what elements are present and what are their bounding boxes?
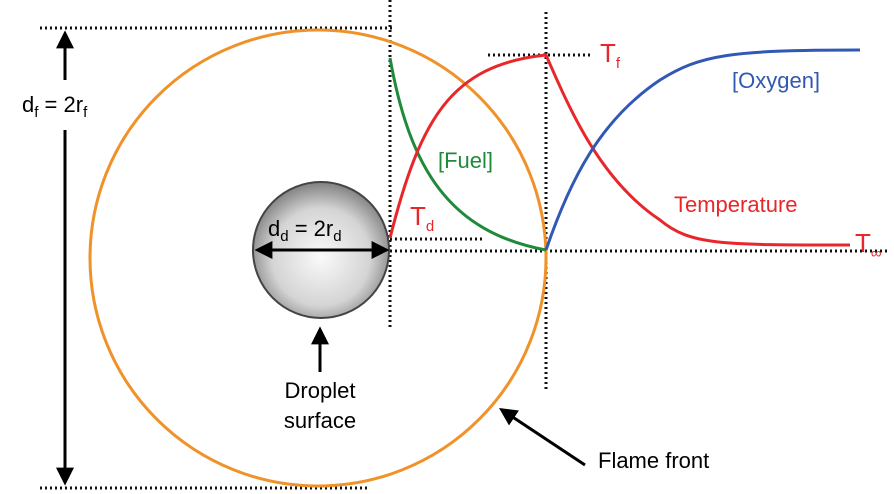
label-part: = 2r	[38, 92, 83, 117]
temperature-label: Temperature	[674, 192, 798, 217]
droplet-diameter-label: dd = 2rd	[268, 216, 342, 245]
droplet-temperature-label: Td	[410, 201, 434, 235]
label-sub: d	[333, 228, 341, 245]
ambient-temperature-label: T∞	[855, 228, 882, 262]
label-sub: f	[83, 104, 88, 121]
fuel-label: [Fuel]	[438, 148, 493, 173]
label-sub: d	[280, 228, 288, 245]
flame-front-label: Flame front	[598, 448, 709, 473]
diagram: df = 2rf dd = 2rd Tf Td T∞ [Oxygen] [Fue…	[0, 0, 894, 494]
arrow	[502, 410, 585, 465]
droplet-surface-label: Droplet	[285, 378, 356, 403]
label-part: d	[268, 216, 280, 241]
label-part: T	[855, 228, 871, 258]
droplet-surface-label: surface	[284, 408, 356, 433]
label-sub: d	[426, 218, 434, 235]
label-part: = 2r	[289, 216, 334, 241]
flame-temperature-label: Tf	[600, 38, 621, 72]
label-part: T	[410, 201, 426, 231]
flame-diameter-label: df = 2rf	[22, 92, 88, 121]
label-sub: f	[616, 55, 621, 72]
label-sub: ∞	[871, 245, 882, 262]
label-part: T	[600, 38, 616, 68]
label-part: d	[22, 92, 34, 117]
oxygen-label: [Oxygen]	[732, 68, 820, 93]
